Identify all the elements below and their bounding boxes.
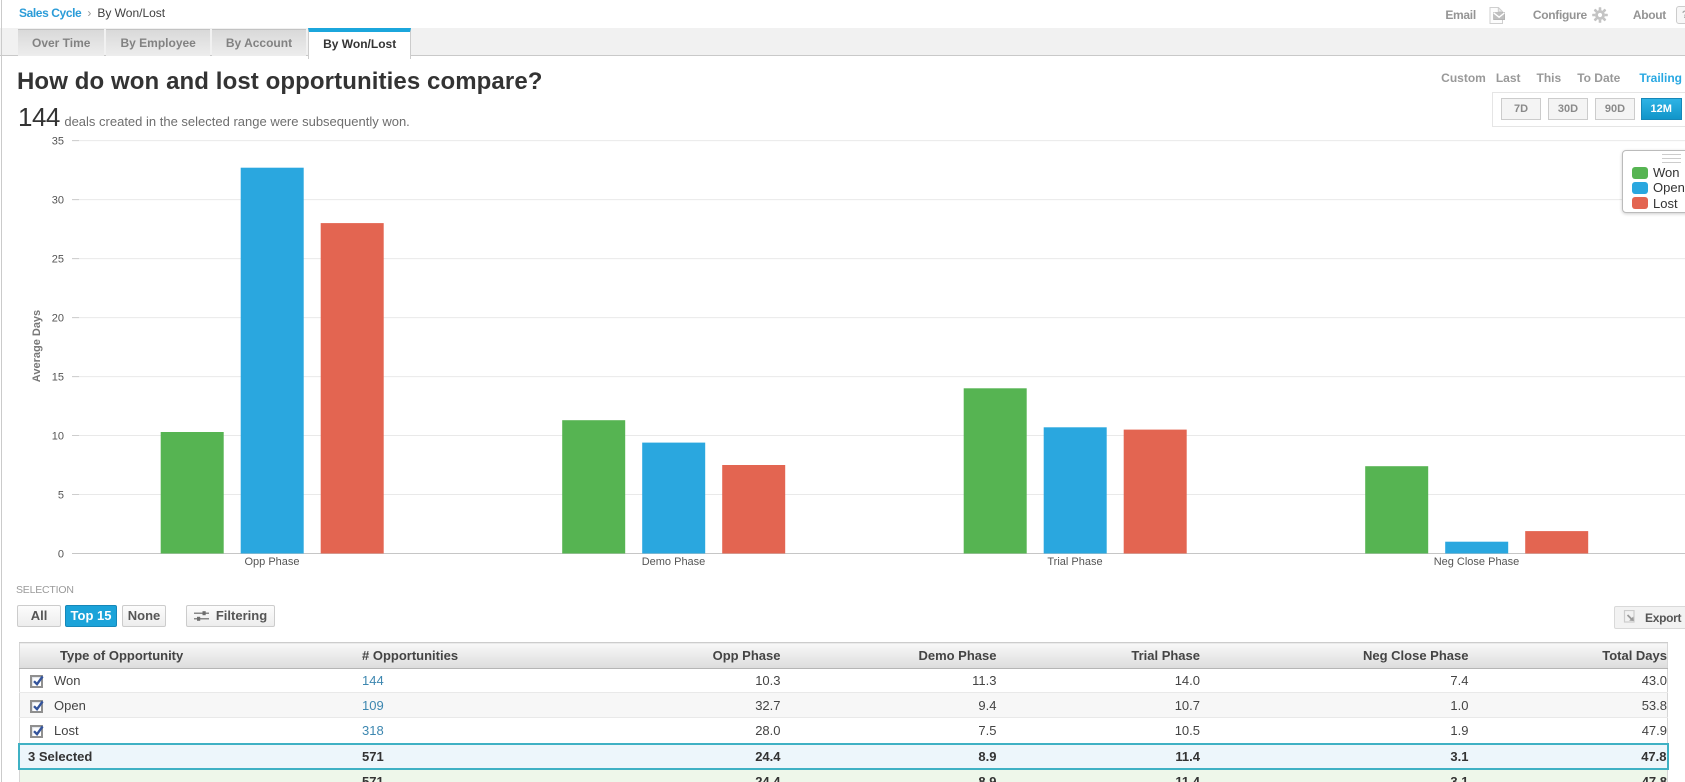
- svg-text:Trial Phase: Trial Phase: [1047, 556, 1102, 568]
- svg-text:0: 0: [58, 549, 64, 561]
- svg-text:30: 30: [52, 195, 64, 207]
- svg-text:25: 25: [52, 254, 64, 266]
- svg-text:5: 5: [58, 490, 64, 502]
- svg-text:15: 15: [52, 372, 64, 384]
- svg-text:Average Days: Average Days: [31, 310, 43, 382]
- svg-text:Opp Phase: Opp Phase: [244, 556, 299, 568]
- svg-text:10: 10: [52, 431, 64, 443]
- svg-text:20: 20: [52, 313, 64, 325]
- svg-text:Neg Close Phase: Neg Close Phase: [1434, 556, 1520, 568]
- svg-text:35: 35: [52, 136, 64, 148]
- svg-text:Demo Phase: Demo Phase: [642, 556, 706, 568]
